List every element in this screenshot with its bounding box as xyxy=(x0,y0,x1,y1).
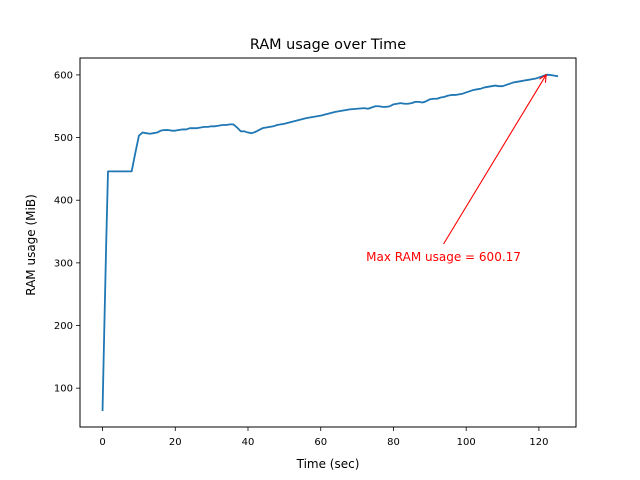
y-tick-label: 300 xyxy=(54,258,73,269)
x-axis-label: Time (sec) xyxy=(296,457,360,471)
x-tick-label: 120 xyxy=(529,437,548,448)
x-tick-label: 60 xyxy=(314,437,327,448)
y-axis-label: RAM usage (MiB) xyxy=(24,194,38,296)
x-tick-label: 80 xyxy=(387,437,400,448)
y-tick-label: 400 xyxy=(54,196,73,207)
annotation-arrow-line xyxy=(443,74,547,245)
x-tick-label: 0 xyxy=(99,437,105,448)
y-tick-label: 200 xyxy=(54,321,73,332)
y-tick-label: 600 xyxy=(54,70,73,81)
annotation-arrow-head xyxy=(539,73,547,83)
ram-usage-line xyxy=(101,73,559,411)
x-tick-label: 40 xyxy=(242,437,255,448)
x-tick-label: 100 xyxy=(457,437,476,448)
y-tick-label: 500 xyxy=(54,133,73,144)
y-tick-label: 100 xyxy=(54,384,73,395)
max-annotation: Max RAM usage = 600.17 xyxy=(366,73,547,264)
axes-frame xyxy=(79,57,577,428)
chart-title: RAM usage over Time xyxy=(250,37,406,53)
x-axis: 0 20 40 60 80 100 120 xyxy=(99,427,548,448)
y-axis: 100 200 300 400 500 600 xyxy=(54,70,80,395)
annotation-label: Max RAM usage = 600.17 xyxy=(366,250,521,264)
x-tick-label: 20 xyxy=(169,437,182,448)
